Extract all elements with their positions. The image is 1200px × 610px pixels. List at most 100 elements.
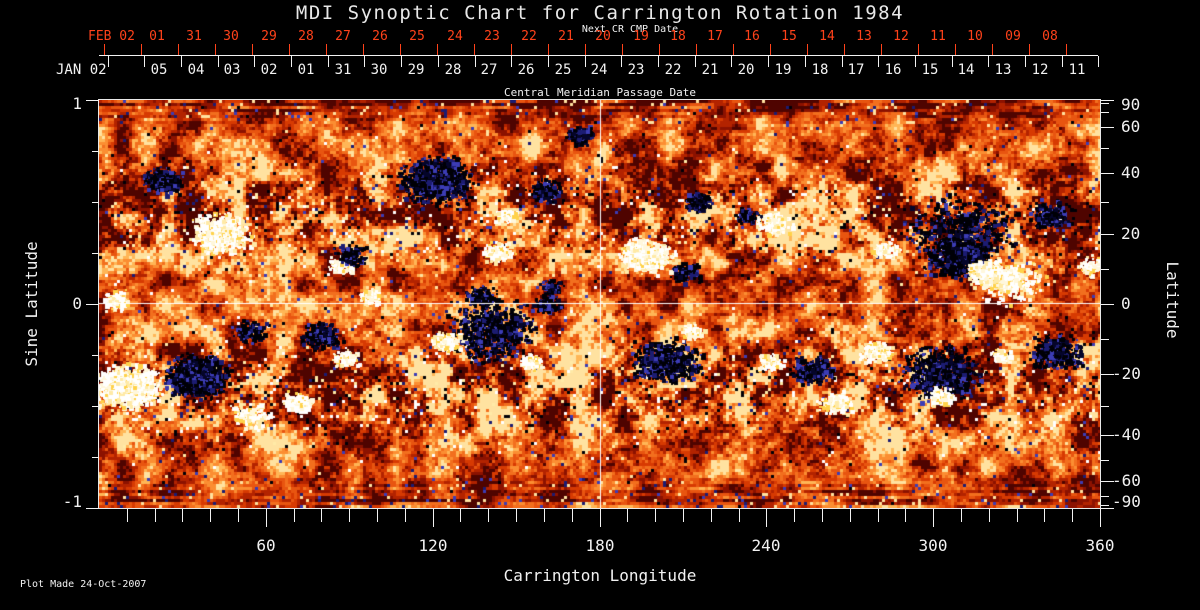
cmp-date-tick — [1062, 56, 1063, 67]
cmp-date-label: 31 — [334, 62, 352, 78]
next-cr-date-label: 11 — [930, 29, 946, 44]
next-cr-date-label: 24 — [447, 29, 463, 44]
next-cr-date-label: 19 — [633, 29, 649, 44]
next-cr-date-label: 13 — [856, 29, 872, 44]
bottom-axis-title: Carrington Longitude — [503, 566, 697, 585]
left-axis-tick — [92, 253, 99, 254]
next-cr-tick — [881, 44, 882, 55]
next-cr-date-label: 09 — [1005, 29, 1021, 44]
next-cr-date-label: 22 — [521, 29, 537, 44]
next-cr-tick — [955, 44, 956, 55]
cmp-date-label: 27 — [480, 62, 498, 78]
right-axis-tick — [1101, 304, 1114, 305]
left-axis-tick — [92, 457, 99, 458]
next-cr-date-label: 23 — [484, 29, 500, 44]
next-cr-tick — [474, 44, 475, 55]
cmp-date-tick — [952, 56, 953, 67]
bottom-axis-tick — [349, 509, 350, 522]
cmp-date-label: 05 — [150, 62, 168, 78]
bottom-axis-tick-label: 240 — [751, 536, 781, 555]
cmp-date-tick — [254, 56, 255, 67]
cmp-date-label: 23 — [627, 62, 645, 78]
cmp-date-tick — [842, 56, 843, 67]
cmp-date-tick — [1098, 56, 1099, 67]
right-axis-tick — [1101, 234, 1114, 235]
right-axis-tick-label: 40 — [1121, 163, 1141, 182]
next-cr-tick — [400, 44, 401, 55]
left-axis-tick — [92, 151, 99, 152]
right-axis-tick-label: 60 — [1121, 117, 1141, 136]
bottom-axis-tick — [321, 509, 322, 522]
right-axis-tick-label: -90 — [1112, 492, 1141, 511]
cmp-date-label: 01 — [297, 62, 315, 78]
next-cr-tick — [807, 44, 808, 55]
right-axis-tick-label: 20 — [1121, 224, 1141, 243]
next-cr-tick — [437, 44, 438, 55]
top-axis-title: Central Meridian Passage Date — [503, 86, 697, 99]
bottom-axis-tick-label: 120 — [418, 536, 448, 555]
bottom-axis-tick — [488, 509, 489, 522]
next-cr-tick — [104, 44, 105, 55]
bottom-axis-tick-label: 300 — [918, 536, 948, 555]
next-cr-date-label: 12 — [893, 29, 909, 44]
next-cr-date-label: 15 — [781, 29, 797, 44]
cmp-date-tick — [1025, 56, 1026, 67]
bottom-axis-tick — [1072, 509, 1073, 522]
cmp-date-label: 30 — [370, 62, 388, 78]
bottom-axis-tick — [850, 509, 851, 522]
next-cr-date-label: 27 — [335, 29, 351, 44]
next-cr-month-label: FEB 02 — [88, 29, 135, 44]
cmp-date-label: 21 — [701, 62, 719, 78]
bottom-axis-tick — [572, 509, 573, 522]
bottom-axis-tick — [1100, 509, 1101, 527]
right-axis-tick — [1101, 460, 1109, 461]
next-cr-tick — [252, 44, 253, 55]
cmp-date-tick — [218, 56, 219, 67]
cmp-date-label: 28 — [444, 62, 462, 78]
plot-made-note: Plot Made 24-Oct-2007 — [20, 579, 147, 590]
synoptic-magnetogram-canvas — [99, 100, 1100, 508]
right-axis-tick — [1101, 406, 1109, 407]
left-axis-tick — [86, 508, 99, 509]
bottom-axis-tick-label: 360 — [1085, 536, 1115, 555]
next-cr-date-label: 08 — [1042, 29, 1058, 44]
cmp-date-label: 14 — [957, 62, 975, 78]
next-cr-tick — [992, 44, 993, 55]
next-cr-tick — [1066, 44, 1067, 55]
right-axis-tick — [1101, 435, 1114, 436]
bottom-axis-tick — [627, 509, 628, 522]
bottom-axis-tick-label: 180 — [585, 536, 615, 555]
bottom-axis-tick — [822, 509, 823, 522]
cmp-date-label: 04 — [187, 62, 205, 78]
right-axis-tick-label: 90 — [1121, 95, 1141, 114]
right-axis-title: Latitude — [1163, 261, 1182, 339]
cmp-month-label: JAN 02 — [56, 62, 107, 78]
cmp-date-tick — [108, 56, 109, 67]
left-axis-title: Sine Latitude — [22, 241, 41, 367]
right-axis-tick — [1101, 269, 1109, 270]
next-cr-tick — [622, 44, 623, 55]
cmp-date-tick — [878, 56, 879, 67]
cmp-date-label: 26 — [517, 62, 535, 78]
next-cr-tick — [585, 44, 586, 55]
bottom-axis-tick-label: 60 — [256, 536, 276, 555]
left-axis-tick — [92, 406, 99, 407]
next-cr-date-label: 01 — [149, 29, 165, 44]
right-axis-tick — [1101, 496, 1109, 497]
next-cr-tick — [511, 44, 512, 55]
bottom-axis-tick — [460, 509, 461, 522]
next-cr-date-label: 28 — [298, 29, 314, 44]
bottom-axis-tick — [210, 509, 211, 522]
bottom-axis-tick — [961, 509, 962, 522]
cmp-date-label: 03 — [223, 62, 241, 78]
next-cr-date-label: 10 — [967, 29, 983, 44]
next-cr-tick — [141, 44, 142, 55]
cmp-date-tick — [585, 56, 586, 67]
cmp-date-tick — [364, 56, 365, 67]
next-cr-tick — [659, 44, 660, 55]
bottom-axis-tick — [516, 509, 517, 522]
next-cr-date-label: 20 — [595, 29, 611, 44]
bottom-axis-tick — [766, 509, 767, 527]
bottom-axis-tick — [405, 509, 406, 522]
cmp-date-tick — [181, 56, 182, 67]
